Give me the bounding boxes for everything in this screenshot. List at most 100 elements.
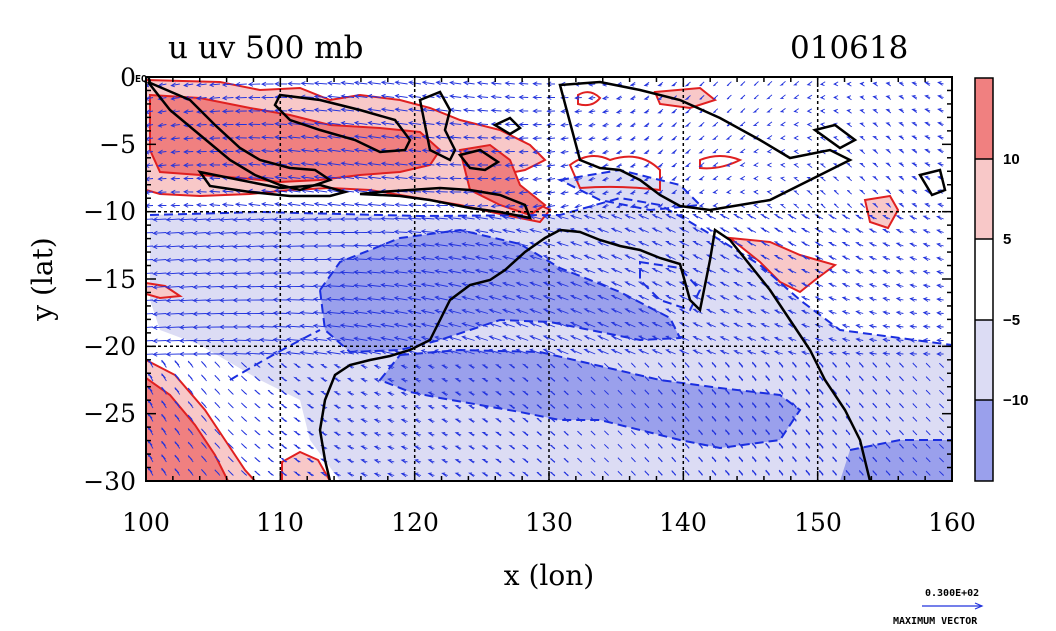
wind-vector — [174, 387, 181, 395]
wind-vector — [508, 431, 516, 437]
wind-vector — [765, 415, 771, 422]
wind-vector — [157, 109, 167, 115]
wind-vector — [536, 417, 542, 423]
wind-vector — [644, 362, 650, 368]
wind-vector — [360, 418, 368, 423]
wind-vector — [219, 311, 234, 317]
wind-vector — [521, 417, 529, 423]
wind-vector — [895, 269, 904, 275]
wind-vector — [214, 415, 221, 422]
wind-vector — [615, 203, 623, 209]
y-tick-label: −15 — [83, 265, 136, 294]
wind-vector — [577, 390, 583, 396]
wind-vector — [936, 229, 944, 234]
wind-vector — [285, 350, 301, 356]
wind-vector — [684, 402, 690, 409]
wind-vector — [855, 228, 864, 233]
wind-vector — [739, 135, 746, 140]
wind-vector — [488, 228, 502, 234]
wind-vector — [657, 456, 663, 463]
wind-vector — [407, 335, 422, 341]
wind-vector — [468, 364, 475, 369]
wind-vector — [232, 337, 247, 343]
wind-vector — [643, 95, 650, 100]
wind-vector — [205, 257, 221, 263]
wind-vector — [353, 323, 368, 328]
wind-vector — [604, 444, 609, 449]
wind-vector — [393, 322, 408, 328]
wind-vector — [760, 254, 770, 260]
wind-vector — [563, 444, 569, 450]
wind-vector — [939, 362, 945, 368]
wind-vector — [637, 335, 649, 341]
wind-vector — [170, 149, 180, 155]
wind-vector — [532, 135, 542, 141]
wind-vector — [157, 122, 167, 128]
wind-vector — [939, 470, 945, 476]
wind-vector — [885, 122, 892, 127]
wind-vector — [260, 188, 274, 194]
wind-vector — [157, 189, 167, 195]
wind-vector — [247, 108, 261, 114]
wind-vector — [227, 415, 234, 422]
wind-vector — [719, 268, 730, 274]
wind-vector — [394, 175, 408, 180]
wind-vector — [760, 295, 770, 301]
wind-vector — [488, 215, 502, 220]
wind-vector — [912, 430, 918, 436]
wind-vector — [738, 442, 744, 449]
wind-vector — [651, 281, 663, 287]
wind-vector — [574, 122, 582, 128]
x-tick-label: 160 — [928, 508, 976, 537]
wind-vector — [373, 472, 381, 478]
wind-vector — [187, 414, 194, 422]
wind-vector — [684, 176, 691, 181]
wind-vector — [657, 416, 663, 422]
wind-vector — [671, 176, 677, 181]
wind-vector — [814, 296, 824, 301]
wind-vector — [733, 254, 743, 260]
wind-vector — [684, 429, 690, 436]
wind-vector — [380, 93, 395, 99]
wind-vector — [671, 470, 677, 476]
wind-vector — [201, 442, 207, 449]
wind-vector — [300, 81, 314, 86]
wind-vector — [583, 281, 596, 287]
wind-vector — [353, 336, 368, 342]
wind-vector — [333, 458, 341, 464]
wind-vector — [221, 202, 234, 208]
wind-vector — [165, 217, 180, 222]
wind-vector — [588, 109, 596, 114]
wind-vector — [340, 201, 355, 207]
wind-vector — [490, 176, 502, 182]
wind-vector — [353, 147, 368, 153]
wind-vector — [841, 228, 851, 233]
wind-vector — [214, 388, 221, 395]
wind-vector — [684, 470, 690, 476]
wind-vector — [380, 202, 395, 208]
wind-vector — [340, 161, 355, 167]
wind-vector — [468, 431, 475, 437]
wind-vector — [393, 242, 408, 248]
wind-vector — [178, 257, 194, 263]
y-tick-label: −25 — [83, 399, 136, 428]
wind-vector — [201, 374, 207, 382]
wind-vector — [474, 241, 489, 247]
wind-vector — [462, 135, 475, 140]
wind-vector — [624, 227, 636, 233]
wind-vector — [604, 390, 609, 395]
wind-vector — [725, 189, 732, 195]
wind-vector — [521, 431, 529, 437]
wind-vector — [183, 149, 194, 155]
wind-vector — [165, 284, 180, 290]
wind-vector — [518, 163, 529, 168]
wind-vector — [604, 417, 609, 422]
wind-vector — [241, 470, 248, 476]
wind-vector — [665, 322, 676, 328]
wind-vector — [792, 388, 797, 395]
wind-vector — [195, 122, 207, 128]
wind-vector — [629, 81, 636, 87]
wind-vector — [590, 403, 596, 409]
wind-vector — [738, 402, 744, 409]
wind-vector — [845, 163, 852, 168]
